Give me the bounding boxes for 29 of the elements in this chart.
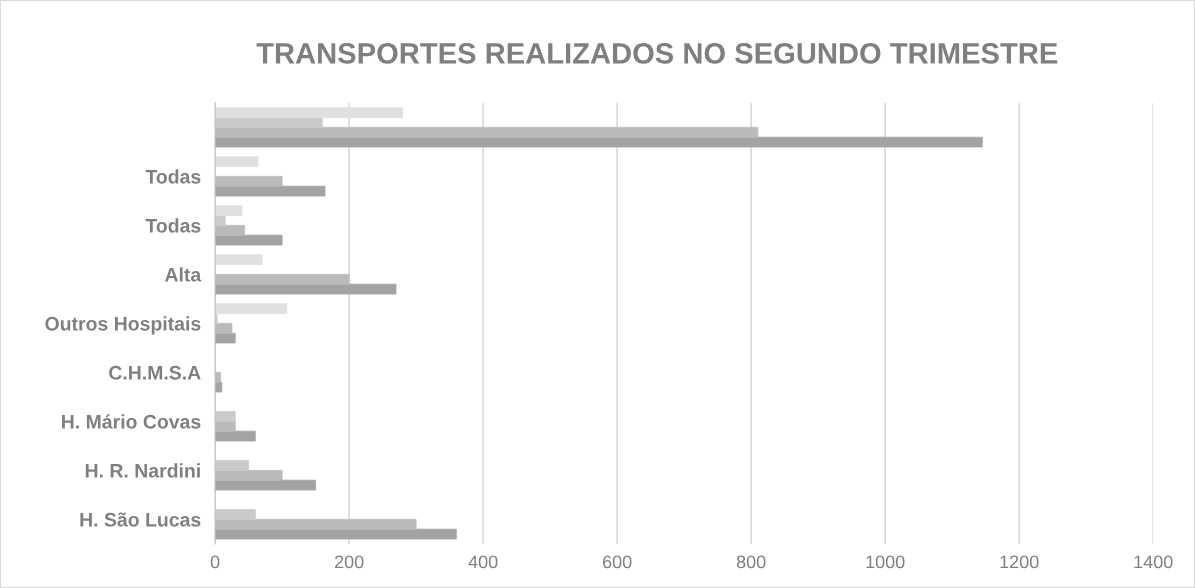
bar — [215, 254, 263, 266]
x-tick-label: 200 — [334, 555, 364, 569]
chart-title: TRANSPORTES REALIZADOS NO SEGUNDO TRIMESTRE — [256, 43, 1058, 64]
bar — [215, 283, 397, 295]
bar — [215, 136, 983, 148]
x-tick-label: 600 — [602, 555, 632, 569]
bar — [215, 303, 288, 315]
y-tick-label: C.H.M.S.A — [109, 365, 201, 380]
bar — [215, 430, 256, 442]
y-tick-label: Todas — [145, 218, 201, 233]
bar — [215, 528, 457, 540]
bar — [215, 332, 236, 344]
x-tick-label: 400 — [468, 555, 498, 569]
x-tick-label: 0 — [210, 555, 220, 569]
y-tick-label: H. R. Nardini — [85, 463, 200, 478]
y-tick-label: H. São Lucas — [80, 512, 201, 527]
x-tick-label: 1400 — [1134, 555, 1173, 569]
bar — [215, 205, 243, 217]
x-tick-label: 1200 — [1000, 555, 1039, 569]
y-tick-label: H. Mário Covas — [62, 414, 201, 429]
y-tick-label: Todas — [145, 169, 201, 184]
bar — [215, 479, 317, 491]
bar — [215, 156, 259, 168]
y-tick-label: Alta — [164, 267, 202, 282]
y-tick-label: Outros Hospitais — [45, 316, 201, 335]
bar — [215, 185, 326, 197]
x-tick-label: 800 — [736, 555, 766, 569]
bar — [215, 234, 283, 246]
x-tick-label: 1000 — [866, 555, 905, 569]
